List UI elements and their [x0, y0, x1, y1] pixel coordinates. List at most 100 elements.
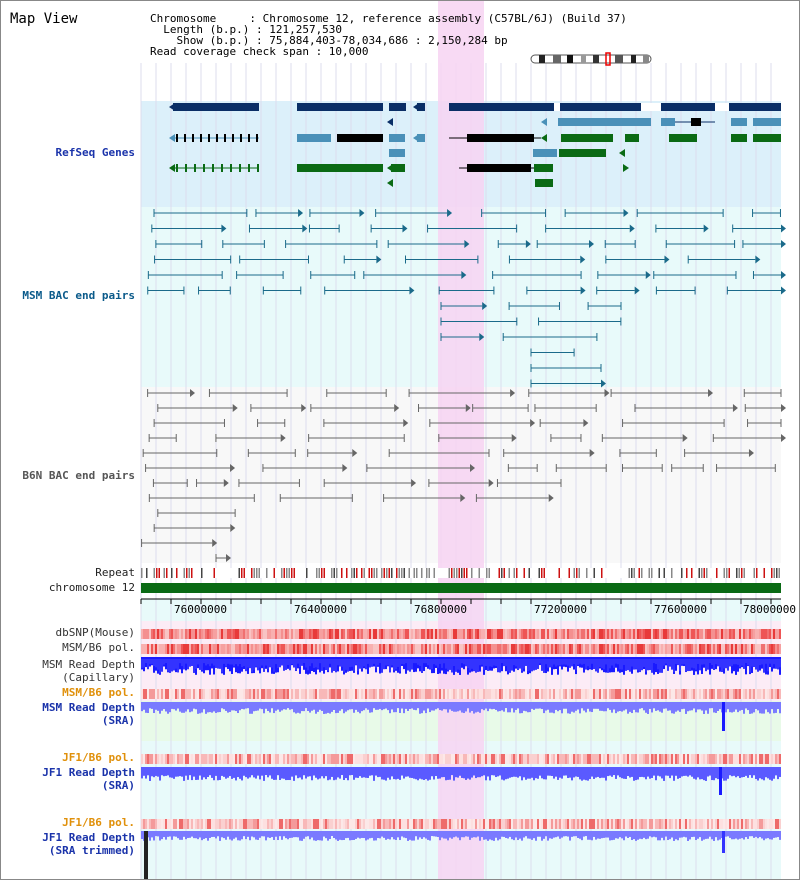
heat-cell	[499, 644, 501, 654]
depth-bar	[593, 767, 595, 779]
heat-cell	[771, 754, 773, 764]
depth-bar	[423, 831, 425, 838]
heat-cell	[471, 629, 473, 639]
depth-bar	[619, 659, 621, 670]
depth-bar	[539, 659, 541, 664]
heat-cell	[281, 644, 283, 654]
depth-bar	[351, 831, 353, 841]
depth-bar	[691, 831, 693, 838]
heat-cell	[335, 629, 337, 639]
heat-cell	[577, 629, 579, 639]
heat-cell	[653, 629, 655, 639]
depth-bar	[205, 767, 207, 780]
depth-bar	[471, 767, 473, 778]
depth-bar	[373, 702, 375, 709]
heat-cell	[423, 819, 425, 829]
ideogram-band	[553, 55, 561, 63]
heat-cell	[281, 819, 283, 829]
depth-bar	[499, 702, 501, 712]
heat-cell	[171, 754, 173, 764]
repeat-element	[658, 568, 660, 578]
heat-cell	[707, 629, 709, 639]
repeat-element	[183, 568, 185, 578]
depth-bar	[363, 831, 365, 839]
depth-bar	[199, 702, 201, 714]
heat-cell	[635, 754, 637, 764]
heat-cell	[555, 644, 557, 654]
depth-bar	[741, 767, 743, 778]
depth-bar	[319, 767, 321, 779]
heat-cell	[407, 819, 409, 829]
depth-bar	[563, 702, 565, 709]
heat-cell	[387, 644, 389, 654]
depth-bar	[755, 659, 757, 670]
heat-cell	[379, 644, 381, 654]
depth-bar	[507, 659, 509, 672]
depth-bar	[577, 702, 579, 710]
depth-bar	[439, 657, 441, 674]
depth-bar	[693, 767, 695, 779]
depth-bar	[469, 767, 471, 780]
depth-bar	[493, 831, 495, 841]
heat-cell	[577, 644, 579, 654]
depth-bar	[177, 831, 179, 839]
depth-bar	[171, 831, 173, 840]
gene-block	[389, 149, 405, 157]
gene-arrow	[387, 118, 393, 126]
depth-bar	[581, 831, 583, 841]
heat-cell	[295, 689, 297, 699]
heat-cell	[453, 689, 455, 699]
depth-bar	[143, 659, 145, 668]
depth-bar	[739, 702, 741, 711]
depth-bar	[401, 831, 403, 837]
depth-bar	[445, 659, 447, 669]
repeat-element	[323, 568, 325, 578]
depth-bar	[143, 767, 145, 776]
track-label-refseq[interactable]: RefSeq Genes	[55, 146, 135, 159]
heat-cell	[247, 819, 249, 829]
heat-cell	[693, 689, 695, 699]
depth-bar	[191, 767, 193, 781]
depth-bar	[429, 831, 431, 841]
depth-bar	[591, 659, 593, 664]
heat-cell	[573, 689, 575, 699]
heat-cell	[663, 644, 665, 654]
depth-bar	[179, 659, 181, 664]
depth-bar	[533, 659, 535, 671]
heat-cell	[723, 629, 725, 639]
depth-bar	[245, 702, 247, 709]
depth-bar	[557, 657, 559, 675]
depth-bar	[321, 659, 323, 671]
track-label-b6n-bac[interactable]: B6N BAC end pairs	[22, 469, 135, 482]
heat-cell	[175, 629, 177, 639]
repeat-element	[413, 568, 415, 578]
depth-bar	[543, 659, 545, 673]
depth-bar	[491, 831, 493, 841]
depth-bar	[707, 659, 709, 670]
depth-bar	[545, 659, 547, 665]
bac-end-arrow	[664, 255, 670, 264]
depth-bar	[393, 767, 395, 780]
depth-bar	[769, 767, 771, 780]
heat-cell	[597, 754, 599, 764]
heat-cell	[369, 629, 371, 639]
depth-bar	[261, 659, 263, 666]
heat-cell	[637, 689, 639, 699]
repeat-element	[361, 568, 363, 578]
heat-cell	[255, 629, 257, 639]
heat-cell	[213, 629, 215, 639]
depth-bar	[565, 659, 567, 665]
depth-bar	[345, 767, 347, 779]
heat-cell	[777, 754, 779, 764]
depth-bar	[635, 767, 637, 781]
track-label-msm-bac[interactable]: MSM BAC end pairs	[22, 289, 135, 302]
depth-bar	[679, 831, 681, 838]
depth-bar	[147, 659, 149, 670]
heat-cell	[649, 689, 651, 699]
heat-cell	[587, 819, 589, 829]
depth-bar	[153, 831, 155, 841]
heat-cell	[687, 819, 689, 829]
heat-cell	[627, 644, 629, 654]
heat-cell	[207, 644, 209, 654]
